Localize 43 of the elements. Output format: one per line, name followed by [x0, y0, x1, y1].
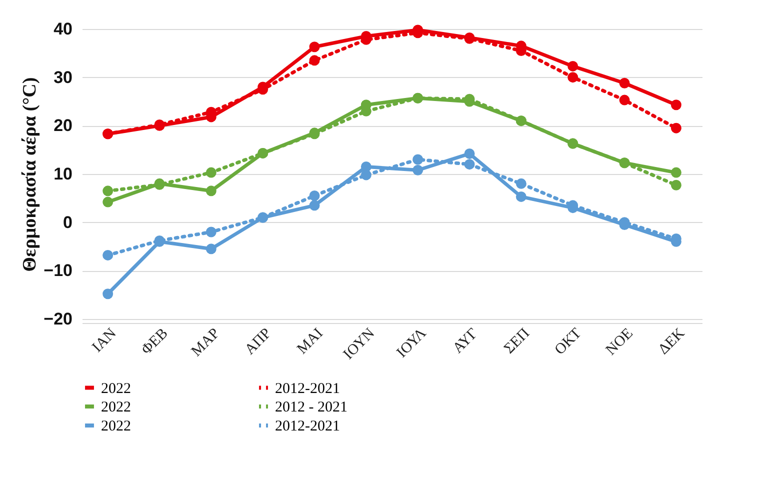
- point: [670, 167, 682, 178]
- point: [309, 55, 320, 66]
- y-tick-label: −10: [44, 261, 72, 280]
- point: [516, 191, 526, 202]
- y-tick-label: −20: [44, 310, 72, 328]
- point: [206, 167, 216, 178]
- point: [464, 159, 475, 170]
- legend-label: 2012 - 2021: [275, 400, 348, 416]
- x-tick-label: ΦΕΒ: [138, 326, 172, 358]
- point: [568, 72, 578, 83]
- point: [464, 148, 475, 159]
- point: [206, 186, 216, 196]
- y-tick-label: 20: [54, 116, 72, 136]
- point: [309, 200, 320, 211]
- y-tick-label: 10: [54, 164, 72, 184]
- y-tick-label: 30: [54, 68, 72, 87]
- legend-label: 2022: [101, 418, 131, 434]
- legend-label: 2012-2021: [275, 418, 340, 434]
- point: [102, 186, 114, 196]
- point: [670, 122, 682, 134]
- point: [619, 94, 630, 106]
- legend-label: 2022: [101, 380, 131, 397]
- point: [619, 78, 630, 88]
- point: [360, 170, 372, 180]
- point: [516, 178, 526, 189]
- point: [309, 190, 320, 201]
- point: [670, 100, 682, 110]
- legend-label: 2012-2021: [275, 380, 340, 397]
- point: [206, 244, 216, 254]
- point: [309, 42, 320, 52]
- point: [102, 288, 114, 300]
- y-tick-label: 0: [63, 212, 72, 232]
- point: [206, 226, 216, 238]
- point: [568, 60, 578, 72]
- point: [412, 154, 424, 165]
- point: [670, 180, 682, 190]
- point: [412, 164, 424, 176]
- point: [102, 250, 114, 260]
- legend-label: 2022: [101, 400, 131, 416]
- y-axis-title: Θερμοκρασία αέρα (°C): [20, 77, 41, 272]
- point: [102, 196, 114, 208]
- x-tick-label: ΙΑΝ: [89, 325, 120, 356]
- y-tick-label: 40: [54, 20, 72, 38]
